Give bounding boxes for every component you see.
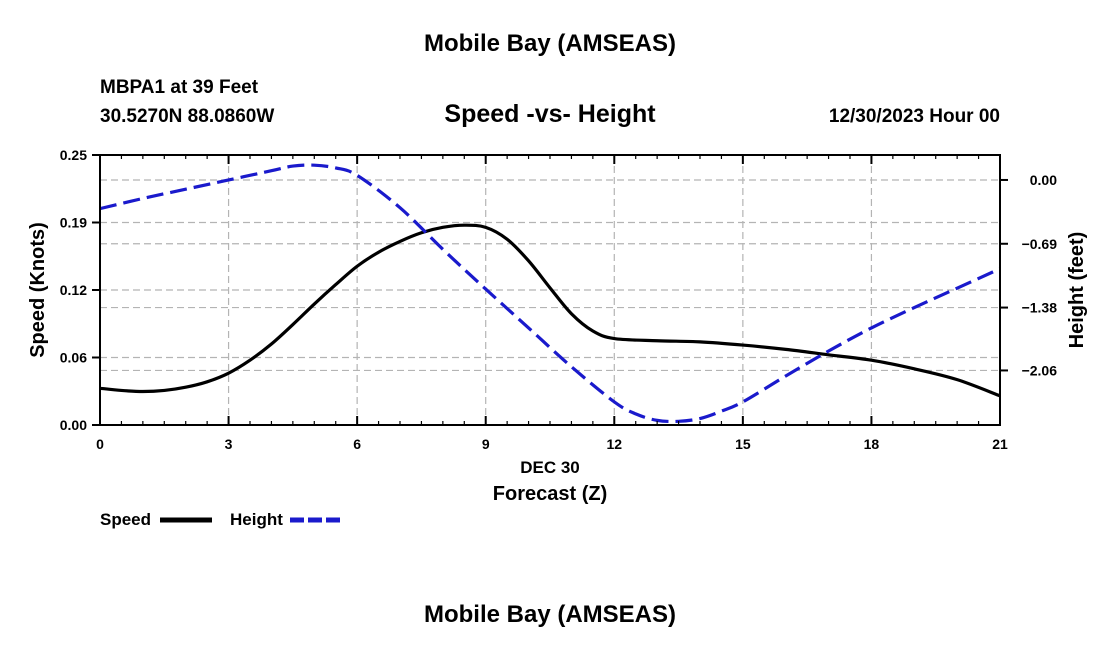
y-tick-label: 0.25 (60, 147, 87, 163)
y2-tick-label: −0.69 (1022, 236, 1058, 252)
speed-series-line (99, 223, 1001, 398)
y2-tick-label: −2.06 (1022, 362, 1058, 378)
x-tick-label: 18 (864, 436, 880, 452)
x-tick-label: 0 (96, 436, 104, 452)
height-series-line (99, 163, 1001, 424)
y-axis-label: Speed (Knots) (27, 222, 49, 358)
x-tick-label: 21 (992, 436, 1008, 452)
legend: Speed Height (100, 510, 342, 529)
station-label: MBPA1 at 39 Feet (100, 77, 259, 98)
y-tick-label: 0.12 (60, 282, 87, 298)
legend-height-label: Height (230, 510, 283, 529)
forecast-datetime: 12/30/2023 Hour 00 (828, 106, 1000, 127)
y2-tick-label: −1.38 (1022, 300, 1058, 316)
footer-title: Mobile Bay (AMSEAS) (423, 601, 677, 628)
chart-title: Speed -vs- Height (444, 100, 656, 128)
y-tick-label: 0.19 (60, 215, 87, 231)
x-tick-label: 3 (225, 436, 233, 452)
legend-speed-label: Speed (100, 510, 151, 529)
y2-axis-label: Height (feet) (1066, 232, 1088, 349)
page-title: Mobile Bay (AMSEAS) (423, 30, 677, 57)
x-tick-label: 9 (482, 436, 490, 452)
x-tick-label: 12 (606, 436, 622, 452)
y-tick-label: 0.06 (60, 350, 87, 366)
x-tick-label: 15 (735, 436, 751, 452)
x-tick-label: 6 (353, 436, 361, 452)
station-coords: 30.5270N 88.0860W (100, 106, 275, 127)
y-tick-label: 0.00 (60, 417, 87, 433)
x-sublabel: DEC 30 (520, 458, 580, 477)
y2-tick-label: 0.00 (1030, 172, 1057, 188)
x-axis-label: Forecast (Z) (493, 483, 607, 505)
